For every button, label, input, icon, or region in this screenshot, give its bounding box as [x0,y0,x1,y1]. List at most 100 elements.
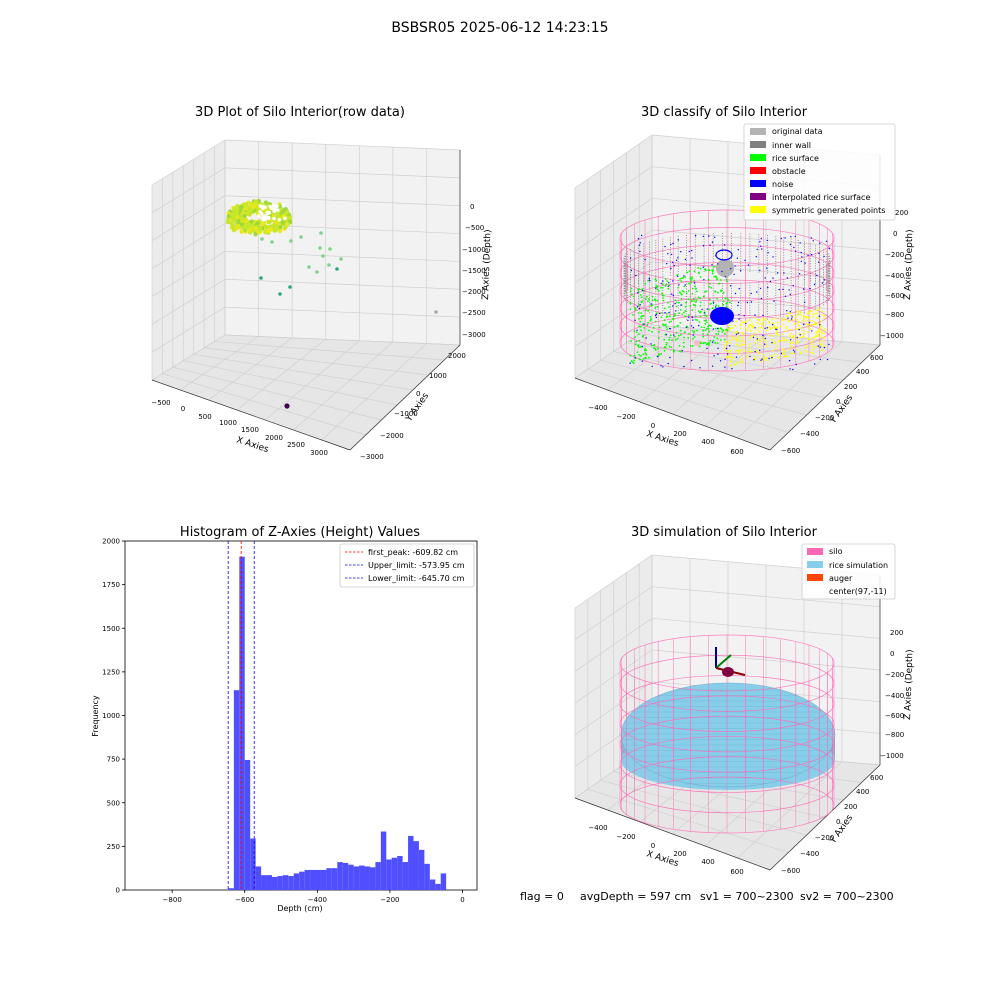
rice-surface-point [705,321,708,324]
symmetric-point [774,353,777,356]
rice-surface-point [716,342,719,344]
symmetric-point [809,323,811,326]
noise-point [756,248,758,251]
symmetric-point [823,315,826,317]
noise-point [760,245,762,247]
rice-surface-point [698,321,701,323]
symmetric-point [768,334,770,337]
symmetric-point [790,312,792,315]
noise-point [794,250,797,252]
rice-surface-point [647,300,649,303]
legend-frame [801,543,896,600]
rice-surface-point [691,330,694,332]
rice-surface-point [654,278,657,281]
rice-surface-point [644,282,647,285]
rice-surface-point [710,325,712,327]
histogram-yticks: 0 250 500 750 1000 1250 1500 1750 2000 [102,538,125,895]
symmetric-point [783,317,786,320]
rice-surface-point [637,289,639,291]
rice-surface-point [680,280,682,282]
noise-point [764,327,766,329]
rice-surface-point [653,344,656,346]
rice-surface-point [719,339,722,341]
symmetric-point [780,325,782,328]
rice-surface-point [676,325,679,328]
raw-point [261,217,265,222]
rice-surface-point [647,279,650,282]
symmetric-point [753,355,756,358]
symmetric-point [813,336,816,338]
rice-surface-point [640,315,642,318]
noise-point [789,243,792,246]
noise-point [819,242,821,244]
noise-point [772,256,774,258]
raw-point [263,200,268,205]
symmetric-point [823,329,826,332]
rice-surface-point [674,335,676,338]
noise-point [746,301,748,304]
rice-surface-point [704,268,707,271]
symmetric-point [729,327,732,330]
noise-point [736,257,739,259]
rice-surface-point [671,339,673,341]
rice-surface-point [716,297,718,300]
raw-xtick: 1500 [241,426,259,434]
symmetric-point [814,313,816,315]
symmetric-point [799,313,802,316]
rice-surface-point [693,336,696,338]
noise-point [804,262,806,264]
rice-surface-point [662,299,665,302]
symmetric-point [821,348,824,351]
histogram-xlabel: Depth (cm) [277,904,322,913]
noise-point [773,300,775,302]
noise-point [788,360,791,362]
rice-surface-point [710,302,712,305]
noise-point [693,282,696,284]
symmetric-point [784,339,786,342]
rice-surface-point [653,347,655,349]
symmetric-point [811,348,814,351]
noise-point [699,367,701,369]
grid-line [172,366,382,421]
sim-ztick: −400 [885,692,904,700]
raw-point [281,203,286,208]
status-sv1: sv1 = 700~2300 [700,890,794,903]
raw-point [273,205,278,209]
symmetric-point [742,333,745,336]
symmetric-point [732,357,735,359]
symmetric-point [754,358,757,361]
noise-point [738,288,740,290]
histogram-bar [353,866,360,890]
symmetric-point [774,326,777,329]
noise-point [717,327,719,330]
symmetric-point [741,349,744,351]
histogram-bar [380,831,387,890]
histogram-ytick-label: 1250 [102,668,120,676]
rice-surface-point [668,315,671,318]
rice-surface-point [708,269,711,272]
noise-point [655,287,657,289]
legend-swatch-silo [807,548,823,555]
noise-point [683,275,685,277]
panel-classify-zticks: 200 0 −200 −400 −600 −800 −1000 [880,209,908,340]
rice-surface-point [639,346,642,348]
raw-xtick: 2000 [265,434,283,442]
rice-surface-point [663,338,666,341]
histogram-xtick-label: −800 [163,896,182,904]
rice-surface-point [654,349,657,351]
symmetric-point [806,351,809,354]
histogram-bar [429,879,436,890]
symmetric-point [734,325,737,328]
noise-point [795,363,797,366]
rice-surface-point [713,336,716,338]
rice-surface-point [699,304,702,307]
symmetric-point [753,342,756,344]
rice-surface-point [650,318,652,320]
sim-ytick: 400 [856,788,869,796]
noise-point [725,347,728,350]
symmetric-point [739,348,742,351]
classify-ytick: 400 [856,368,869,376]
noise-point [684,284,686,286]
noise-point [670,267,672,270]
symmetric-point [809,310,811,313]
